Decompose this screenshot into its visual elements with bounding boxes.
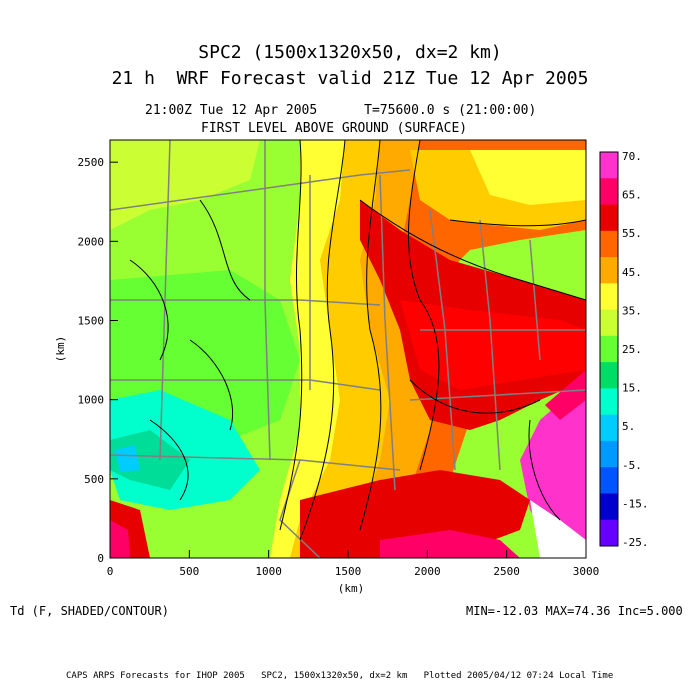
colorbar-swatch [600,257,618,284]
plot-subtitle: 21 h WRF Forecast valid 21Z Tue 12 Apr 2… [111,68,589,89]
colorbar-label: 15. [622,382,642,395]
colorbar-label: 25. [622,343,642,356]
x-axis: 0 500 1000 1500 2000 2500 3000 [107,550,600,578]
colorbar-swatch [600,388,618,416]
colorbar-swatch [600,309,618,337]
field-stats: MIN=-12.03 MAX=74.36 Inc=5.000 [466,604,683,618]
colorbar: 70. 65. 55. 45. 35. 25. 15. 5. -5. -15. -25. [599,150,649,549]
colorbar-swatch [600,440,618,468]
x-tick-label: 0 [107,565,114,578]
y-tick-label: 2000 [78,235,105,248]
valid-time-label: 21:00Z Tue 12 Apr 2005 T=75600.0 s (21:0… [145,103,537,118]
y-tick-label: 500 [84,473,104,486]
colorbar-swatch [600,519,618,547]
colorbar-swatch [600,230,618,258]
y-tick-label: 1500 [78,315,105,328]
y-axis-label: (km) [54,336,67,363]
x-tick-label: 2000 [414,565,441,578]
plot-title: SPC2 (1500x1320x50, dx=2 km) [198,42,502,63]
colorbar-label: 65. [622,189,642,202]
colorbar-label: -5. [622,459,642,472]
x-tick-label: 1500 [335,565,362,578]
contour-lines [129,140,586,541]
x-tick-label: 500 [179,565,199,578]
colorbar-swatch [600,152,618,179]
colorbar-swatch [600,178,618,206]
colorbar-label: -15. [622,497,649,510]
dewpoint-shaded-field [110,140,586,558]
footer-credit: CAPS ARPS Forecasts for IHOP 2005 SPC2, … [66,671,614,681]
colorbar-swatch [600,493,618,521]
x-tick-label: 1000 [255,565,282,578]
colorbar-label: 70. [622,150,642,163]
colorbar-label: 5. [622,420,635,433]
y-tick-label: 0 [97,552,104,565]
y-tick-label: 1000 [78,394,105,407]
x-tick-label: 2500 [493,565,520,578]
colorbar-swatch [600,467,618,494]
colorbar-label: -25. [622,536,649,549]
colorbar-swatch [600,204,618,232]
colorbar-swatch [600,414,618,442]
colorbar-swatch [600,283,618,311]
level-label: FIRST LEVEL ABOVE GROUND (SURFACE) [201,121,468,136]
variable-label: Td (F, SHADED/CONTOUR) [10,604,169,618]
colorbar-frame [599,151,619,547]
y-axis: 0 500 1000 1500 2000 2500 [78,156,118,565]
y-tick-label: 2500 [78,156,105,169]
x-axis-label: (km) [338,582,365,595]
x-tick-label: 3000 [573,565,600,578]
colorbar-swatch [600,335,618,363]
colorbar-label: 55. [622,227,642,240]
colorbar-swatch [600,362,618,389]
colorbar-label: 35. [622,304,642,317]
state-borders [110,140,586,558]
colorbar-label: 45. [622,266,642,279]
